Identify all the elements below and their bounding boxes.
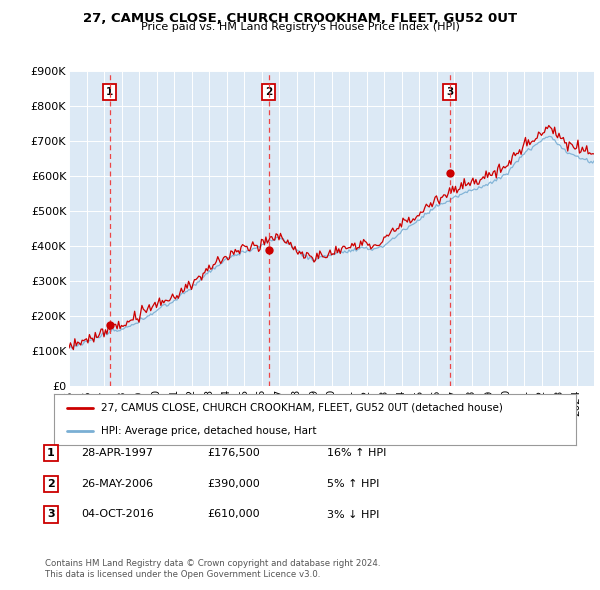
Text: 27, CAMUS CLOSE, CHURCH CROOKHAM, FLEET, GU52 0UT: 27, CAMUS CLOSE, CHURCH CROOKHAM, FLEET,…: [83, 12, 517, 25]
Text: £176,500: £176,500: [207, 448, 260, 458]
Text: HPI: Average price, detached house, Hart: HPI: Average price, detached house, Hart: [101, 427, 316, 437]
Text: 28-APR-1997: 28-APR-1997: [81, 448, 153, 458]
Text: 1: 1: [47, 448, 55, 458]
Text: 3: 3: [47, 510, 55, 519]
Text: 26-MAY-2006: 26-MAY-2006: [81, 479, 153, 489]
Text: 04-OCT-2016: 04-OCT-2016: [81, 510, 154, 519]
Text: 27, CAMUS CLOSE, CHURCH CROOKHAM, FLEET, GU52 0UT (detached house): 27, CAMUS CLOSE, CHURCH CROOKHAM, FLEET,…: [101, 402, 503, 412]
Text: Price paid vs. HM Land Registry's House Price Index (HPI): Price paid vs. HM Land Registry's House …: [140, 22, 460, 32]
Text: £610,000: £610,000: [207, 510, 260, 519]
Text: £390,000: £390,000: [207, 479, 260, 489]
Text: 1: 1: [106, 87, 113, 97]
Text: 3% ↓ HPI: 3% ↓ HPI: [327, 510, 379, 519]
Text: This data is licensed under the Open Government Licence v3.0.: This data is licensed under the Open Gov…: [45, 571, 320, 579]
Text: 3: 3: [446, 87, 454, 97]
Text: Contains HM Land Registry data © Crown copyright and database right 2024.: Contains HM Land Registry data © Crown c…: [45, 559, 380, 568]
Text: 2: 2: [47, 479, 55, 489]
Text: 5% ↑ HPI: 5% ↑ HPI: [327, 479, 379, 489]
Text: 2: 2: [265, 87, 272, 97]
Text: 16% ↑ HPI: 16% ↑ HPI: [327, 448, 386, 458]
